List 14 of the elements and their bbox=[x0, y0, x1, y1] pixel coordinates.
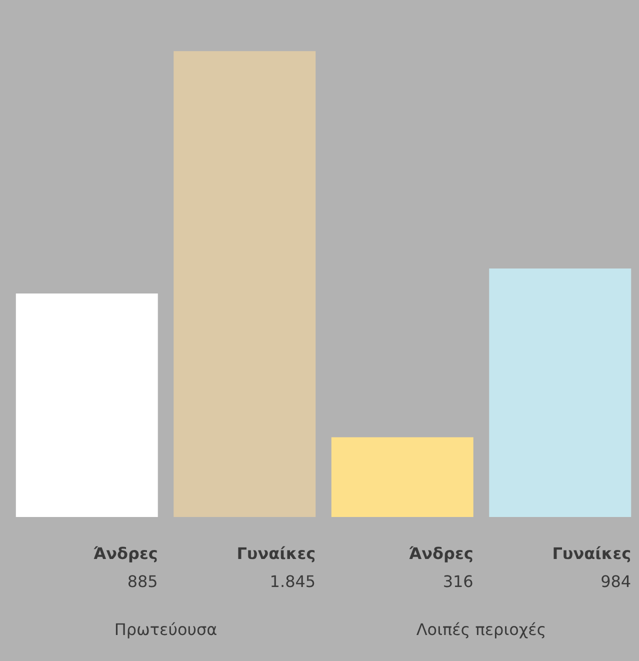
bar bbox=[489, 268, 632, 517]
bar bbox=[331, 437, 474, 517]
data-label: 1.845 bbox=[270, 572, 316, 591]
x-tick-label: Άνδρες bbox=[408, 544, 474, 563]
text: Λοιπές περιοχές bbox=[416, 620, 546, 639]
bar bbox=[16, 294, 158, 517]
data-label: 885 bbox=[127, 572, 158, 591]
x-tick-label: Άνδρες bbox=[93, 544, 158, 563]
x-tick-label: Γυναίκες bbox=[552, 544, 632, 563]
x-tick-label: Γυναίκες bbox=[236, 544, 316, 563]
text: Πρωτεύουσα bbox=[114, 620, 218, 639]
data-label: 984 bbox=[600, 572, 632, 591]
bar bbox=[174, 51, 316, 517]
data-label: 316 bbox=[442, 572, 474, 591]
